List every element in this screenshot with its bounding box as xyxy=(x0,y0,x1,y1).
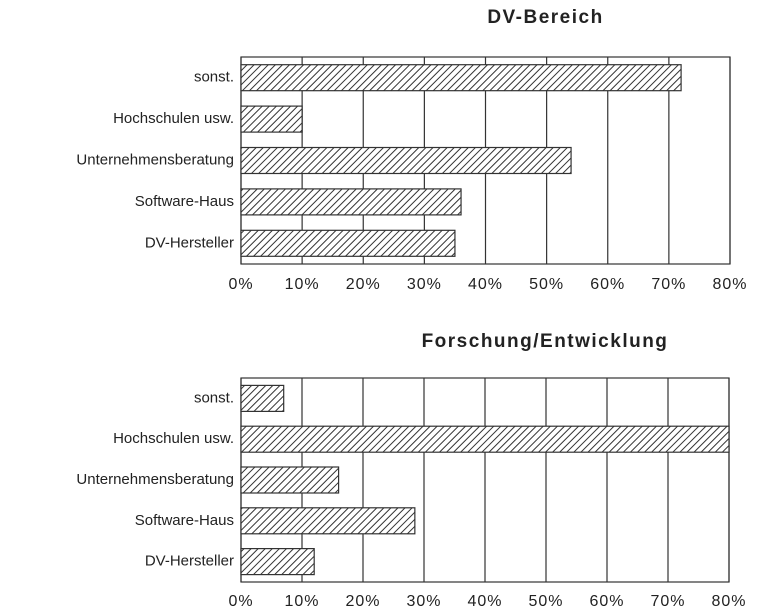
y-tick-label: DV-Hersteller xyxy=(145,234,234,251)
bar xyxy=(240,64,682,92)
y-tick-label: Hochschulen usw. xyxy=(113,430,234,447)
x-tick-label: 0% xyxy=(228,593,253,610)
bar xyxy=(240,188,462,216)
x-tick-label: 30% xyxy=(407,276,442,293)
x-tick-label: 80% xyxy=(712,276,747,293)
x-tick-label: 80% xyxy=(711,593,746,610)
bar xyxy=(240,105,303,133)
y-tick-label: sonst. xyxy=(194,389,234,406)
x-tick-label: 50% xyxy=(529,276,564,293)
x-tick-label: 10% xyxy=(285,276,320,293)
bar xyxy=(240,425,730,453)
y-tick-label: DV-Hersteller xyxy=(145,553,234,570)
bar xyxy=(240,507,416,535)
bar xyxy=(240,466,340,494)
x-tick-label: 20% xyxy=(345,593,380,610)
y-tick-label: Hochschulen usw. xyxy=(113,110,234,127)
y-tick-label: sonst. xyxy=(194,69,234,86)
bar xyxy=(240,146,572,175)
x-tick-label: 0% xyxy=(228,276,253,293)
x-tick-label: 10% xyxy=(284,593,319,610)
x-tick-label: 40% xyxy=(467,593,502,610)
bar xyxy=(240,547,315,576)
y-tick-label: Unternehmensberatung xyxy=(76,151,234,168)
bar xyxy=(240,384,285,412)
chart-title: Forschung/Entwicklung xyxy=(422,331,669,352)
chart-title: DV-Bereich xyxy=(487,7,603,28)
y-tick-label: Software-Haus xyxy=(135,512,234,529)
x-tick-label: 70% xyxy=(650,593,685,610)
x-tick-label: 60% xyxy=(590,276,625,293)
x-tick-label: 50% xyxy=(528,593,563,610)
y-tick-label: Unternehmensberatung xyxy=(76,471,234,488)
x-tick-label: 20% xyxy=(346,276,381,293)
bar xyxy=(240,229,456,257)
x-tick-label: 60% xyxy=(589,593,624,610)
x-tick-label: 40% xyxy=(468,276,503,293)
y-tick-label: Software-Haus xyxy=(135,193,234,210)
x-tick-label: 30% xyxy=(406,593,441,610)
x-tick-label: 70% xyxy=(651,276,686,293)
